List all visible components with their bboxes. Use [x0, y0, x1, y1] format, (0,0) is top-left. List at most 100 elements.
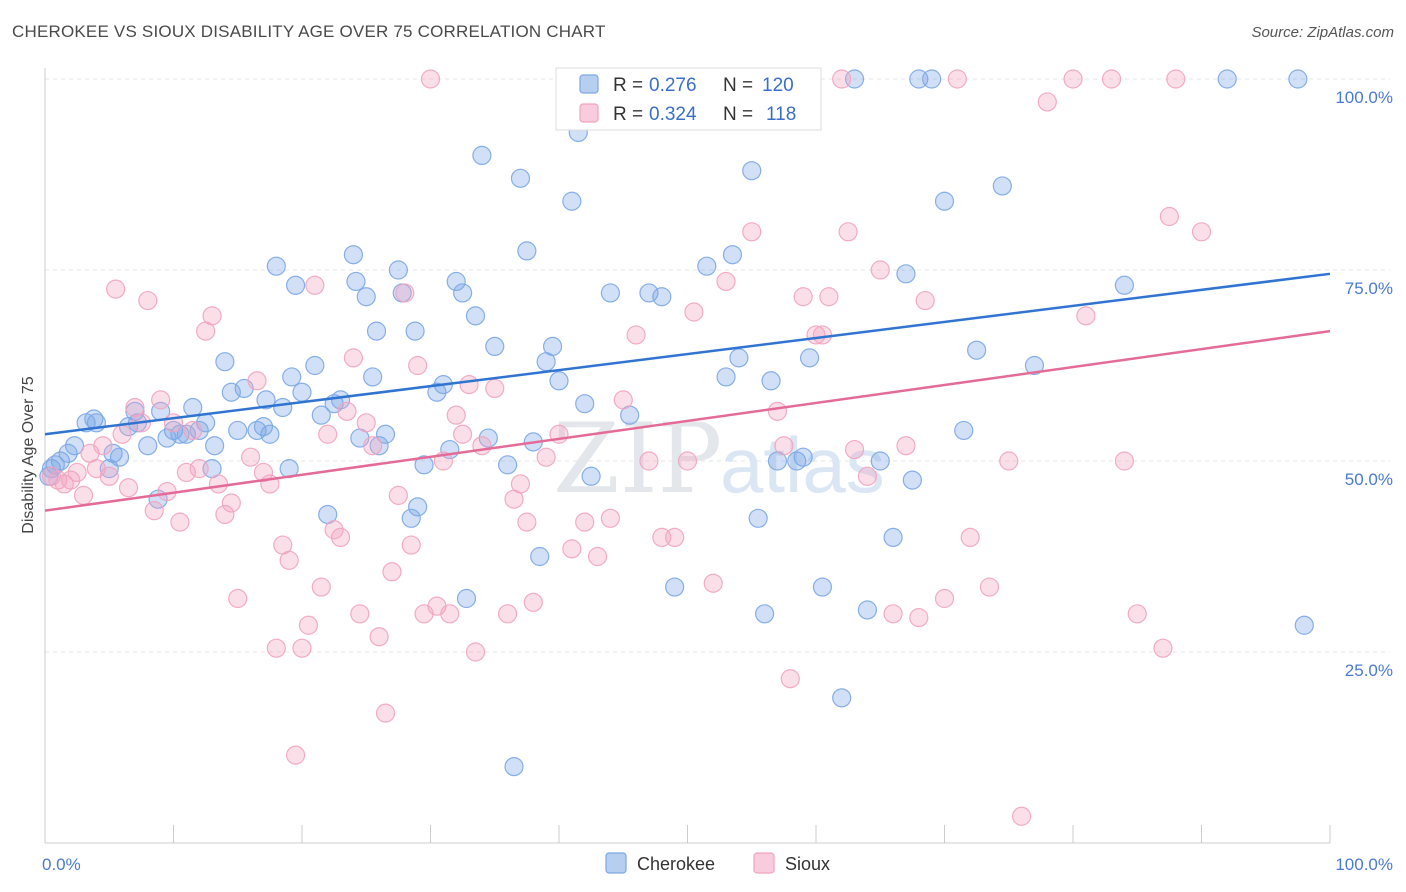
point-sioux-70: [510, 474, 531, 494]
point-cherokee-51: [366, 321, 387, 341]
point-cherokee-28: [221, 382, 241, 402]
point-sioux-73: [536, 447, 556, 467]
point-cherokee-54: [388, 260, 408, 280]
series-cherokee: [39, 69, 1314, 777]
legend-n-label-cherokee: N =: [723, 75, 753, 96]
point-cherokee-70: [498, 455, 518, 475]
point-sioux-97: [812, 325, 833, 345]
x-tick-label-0: 0.0%: [42, 855, 81, 874]
grid-lines: [45, 78, 1390, 653]
point-sioux-65: [465, 642, 486, 662]
point-cherokee-86: [652, 287, 672, 307]
point-sioux-62: [446, 405, 466, 425]
point-sioux-71: [517, 512, 537, 532]
legend-bottom: Cherokee Sioux: [605, 852, 830, 874]
point-sioux-3: [61, 470, 81, 490]
point-sioux-110: [960, 527, 980, 548]
point-sioux-72: [523, 592, 543, 612]
point-cherokee-94: [729, 348, 749, 368]
point-cherokee-80: [575, 394, 595, 414]
point-cherokee-85: [639, 283, 659, 303]
point-cherokee-92: [716, 367, 736, 387]
point-sioux-37: [285, 745, 306, 765]
point-sioux-32: [253, 462, 274, 483]
point-cherokee-109: [896, 264, 916, 284]
point-sioux-117: [1101, 69, 1122, 89]
point-sioux-67: [485, 378, 505, 399]
point-cherokee-23: [189, 420, 209, 441]
point-cherokee-97: [754, 604, 775, 624]
legend-top: R = 0.276 N = 120 R = 0.324 N = 118: [555, 67, 822, 131]
point-cherokee-36: [273, 397, 293, 418]
point-cherokee-34: [260, 424, 280, 444]
point-sioux-87: [703, 573, 723, 593]
point-sioux-47: [350, 604, 370, 624]
point-sioux-112: [999, 451, 1019, 471]
point-cherokee-50: [363, 367, 383, 387]
point-cherokee-115: [967, 340, 987, 360]
point-cherokee-52: [369, 436, 389, 456]
point-cherokee-82: [600, 283, 621, 303]
point-cherokee-81: [581, 466, 601, 486]
point-sioux-25: [202, 306, 222, 326]
point-sioux-42: [318, 424, 338, 444]
point-cherokee-101: [793, 447, 813, 467]
point-cherokee-98: [761, 371, 781, 391]
point-cherokee-63: [446, 271, 466, 292]
source-credit: Source: ZipAtlas.com: [1251, 24, 1394, 41]
point-sioux-78: [600, 508, 621, 528]
point-cherokee-77: [549, 371, 569, 391]
point-sioux-83: [665, 527, 685, 548]
x-tick-labels: 0.0% 100.0%: [42, 855, 1393, 874]
point-sioux-104: [883, 604, 903, 624]
point-cherokee-69: [485, 336, 505, 356]
point-sioux-90: [742, 222, 762, 242]
point-cherokee-107: [870, 451, 890, 471]
point-sioux-28: [221, 493, 241, 513]
point-cherokee-45: [330, 390, 351, 410]
point-sioux-22: [183, 420, 203, 441]
point-sioux-16: [144, 501, 164, 521]
point-sioux-23: [189, 459, 209, 479]
point-sioux-93: [774, 436, 794, 456]
point-sioux-76: [575, 512, 595, 532]
point-cherokee-29: [228, 420, 248, 441]
point-cherokee-4: [58, 443, 78, 463]
point-sioux-80: [626, 325, 646, 345]
point-sioux-101: [844, 439, 865, 460]
point-cherokee-39: [285, 275, 306, 295]
point-sioux-44: [330, 527, 351, 548]
point-sioux-95: [793, 287, 813, 307]
y-tick-label-2: 75.0%: [1345, 279, 1393, 298]
legend-box: [555, 67, 822, 131]
point-sioux-50: [369, 627, 389, 647]
point-sioux-11: [112, 424, 132, 444]
point-sioux-122: [1159, 206, 1179, 227]
point-sioux-118: [1114, 451, 1135, 471]
point-cherokee-103: [812, 577, 833, 597]
legend-n-value-cherokee: 120: [762, 75, 794, 96]
point-cherokee-112: [922, 69, 942, 89]
point-sioux-49: [363, 436, 383, 456]
point-cherokee-74: [530, 546, 550, 567]
point-sioux-61: [440, 604, 460, 624]
point-cherokee-3: [50, 451, 71, 471]
point-cherokee-42: [311, 405, 331, 425]
point-sioux-4: [67, 462, 87, 483]
point-cherokee-102: [799, 348, 820, 368]
point-cherokee-110: [902, 470, 922, 490]
point-cherokee-40: [292, 382, 312, 402]
point-sioux-84: [677, 451, 698, 471]
point-sioux-111: [979, 577, 1000, 597]
point-sioux-21: [176, 462, 196, 483]
point-sioux-123: [1191, 222, 1212, 242]
legend-r-value-sioux: 0.324: [649, 104, 697, 125]
point-cherokee-33: [256, 390, 276, 410]
legend-r-label-sioux: R =: [613, 104, 643, 125]
watermark-atlas: atlas: [720, 421, 885, 509]
point-sioux-29: [228, 588, 248, 609]
legend-r-label-cherokee: R =: [613, 75, 643, 96]
legend-bottom-swatch-cherokee: [605, 852, 627, 874]
point-sioux-113: [1011, 806, 1032, 826]
point-sioux-103: [870, 260, 890, 280]
